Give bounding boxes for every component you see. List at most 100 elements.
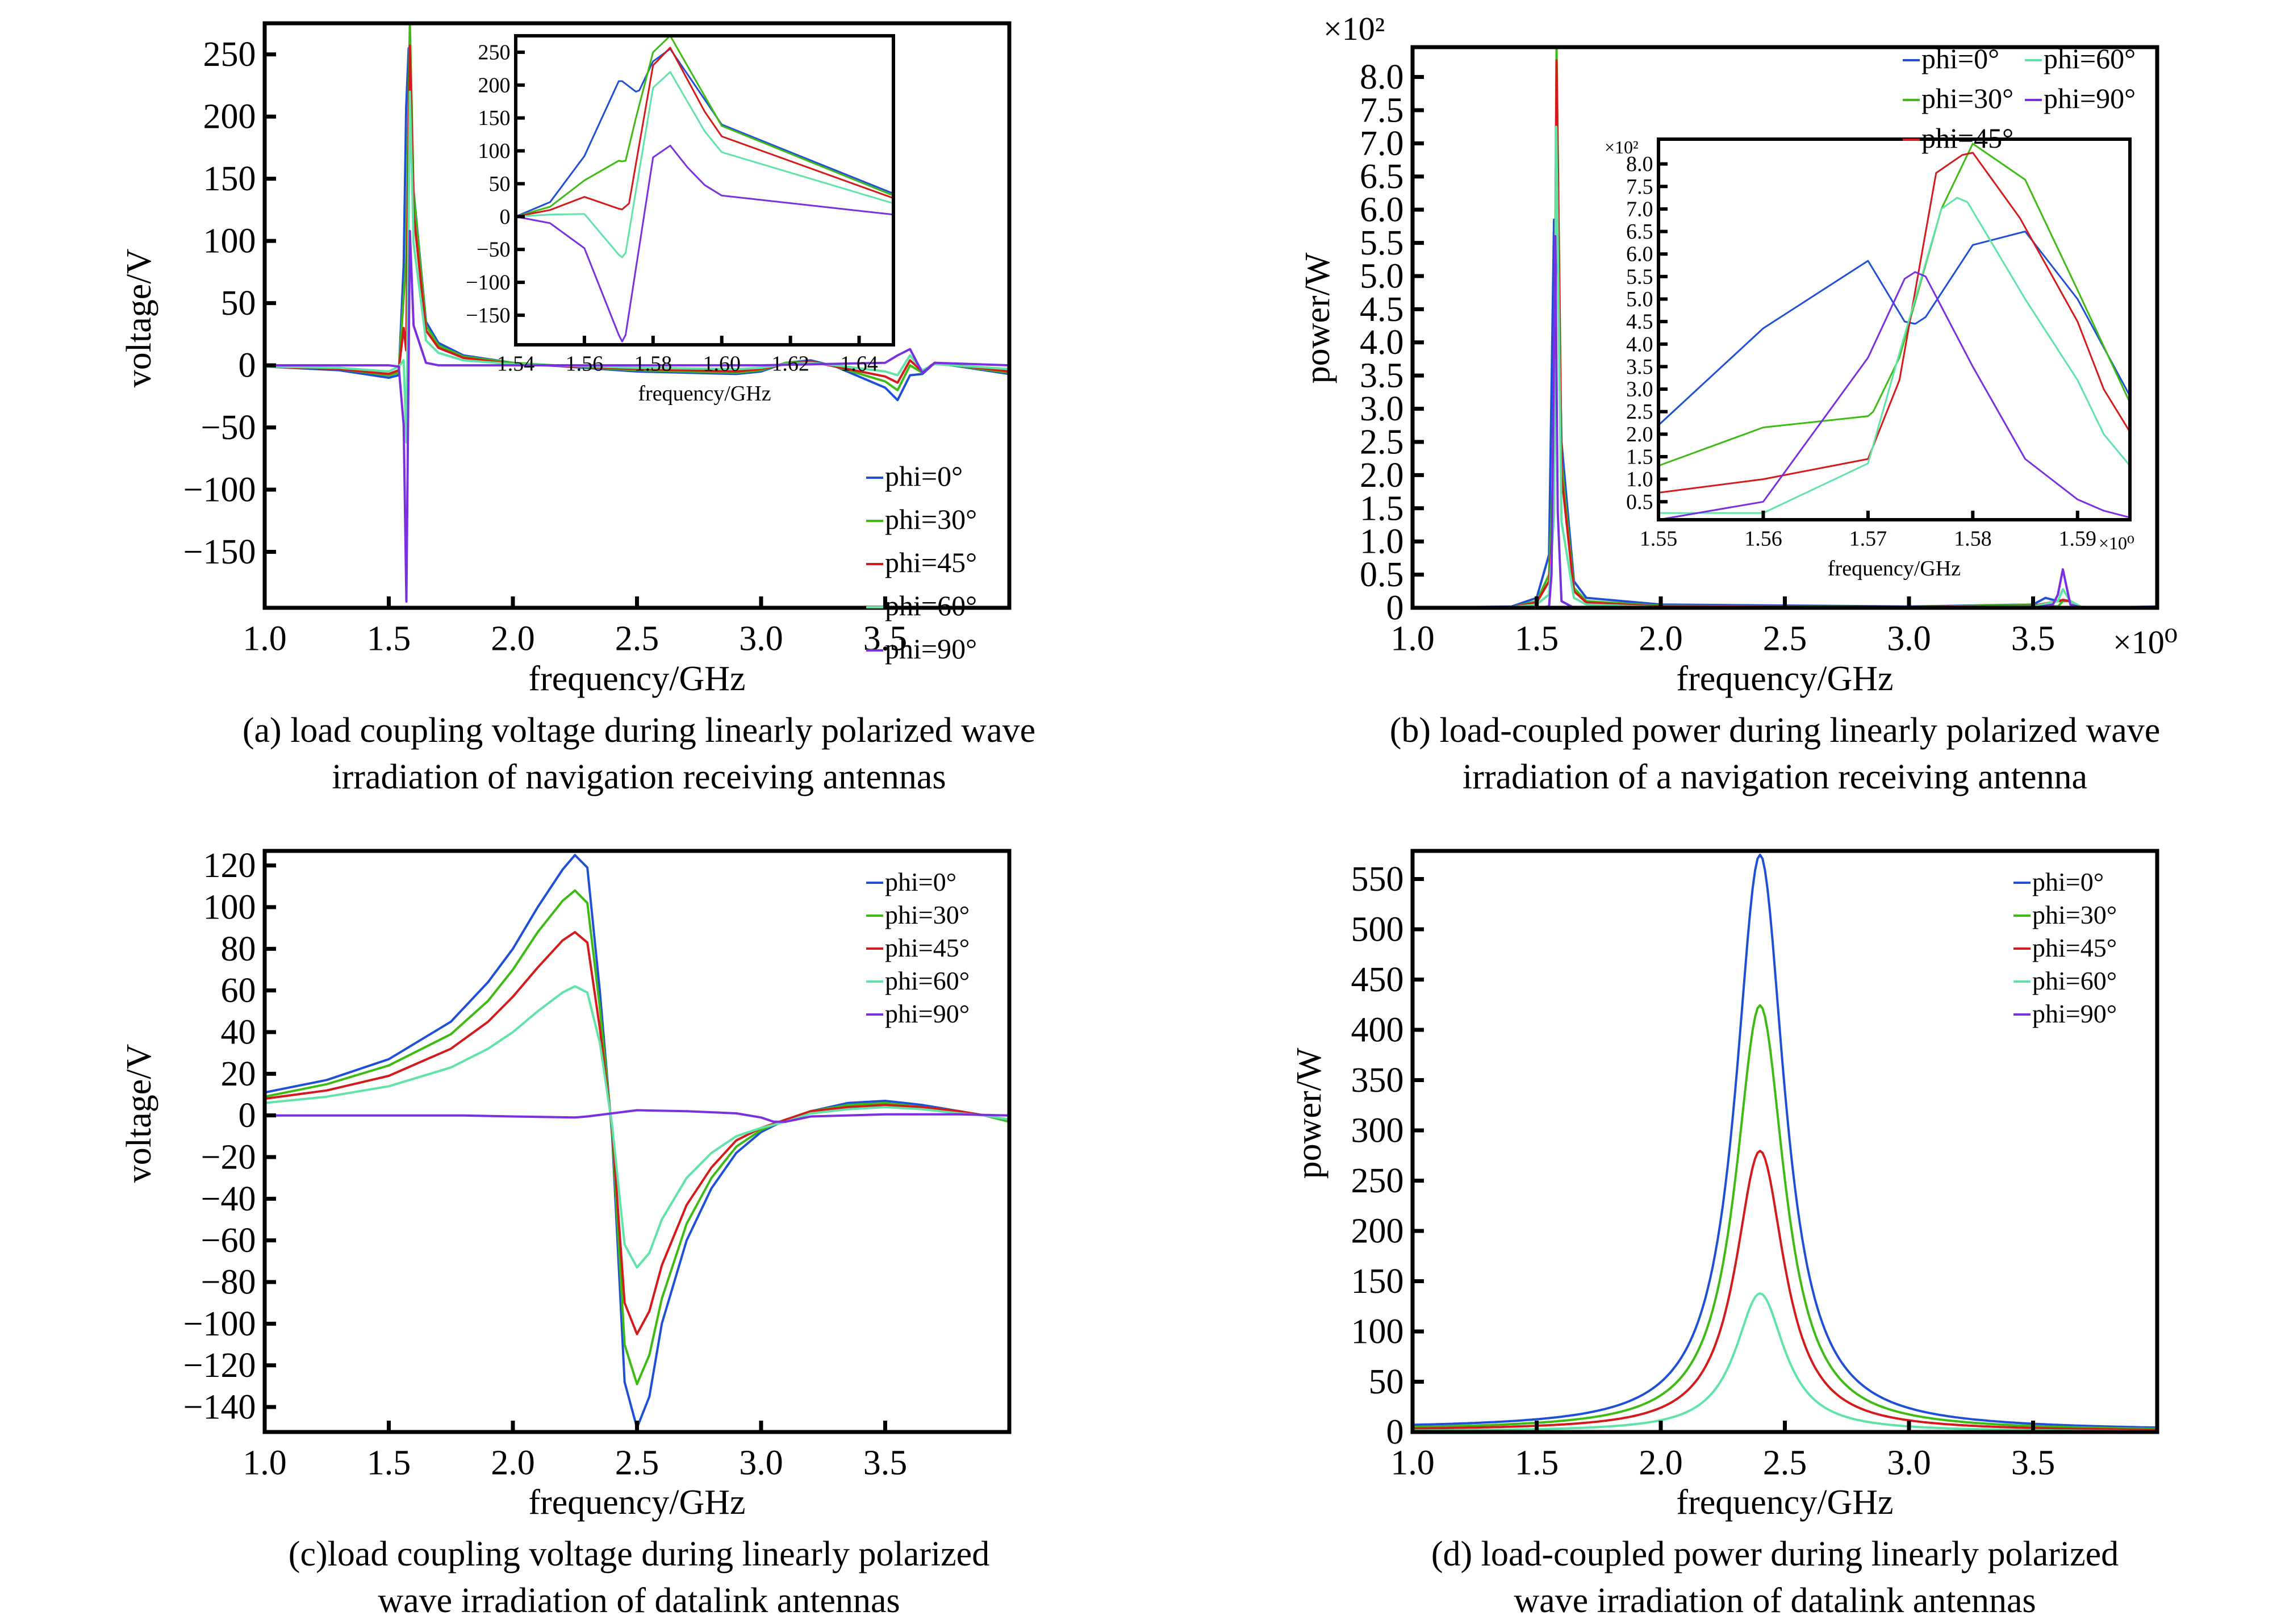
chart-c: 1.0 1.5 2.0 2.5 3.0 3.5 −140−120−100 −80−60−40 −… [120,846,1012,1522]
inset-frame [514,34,895,346]
y-tick-label: 150 [1351,1262,1404,1301]
y-tick-label: 150 [478,106,511,130]
legend-label: phi=60° [885,590,977,621]
legend: phi=0° phi=30° phi=45° phi=60° phi=90° [866,460,977,665]
series-group [1413,47,2157,608]
legend: phi=0° phi=30° phi=45° phi=60° phi=90° [2013,867,2117,1028]
series-group [265,23,1009,603]
caption-d: (d) load-coupled power during linearly p… [1250,1531,2281,1624]
series-line-phi60 [1413,1292,2157,1432]
y-tick-label: 1.0 [1626,467,1653,491]
y-tick-label: 200 [478,73,511,97]
y-tick-label: −50 [201,408,256,447]
inset-x-axis-label: frequency/GHz [1828,557,1961,581]
chart-a: 1.0 1.5 2.0 2.5 3.0 3.5 −150 −100 −50 0 50 100 150 20… [120,21,1012,698]
y-tick-label: −100 [183,470,256,509]
y-tick-label: 3.0 [1626,378,1653,402]
y-axis-label: voltage/V [120,1044,158,1183]
x-tick-label: 2.5 [1763,1443,1807,1482]
legend-item: phi=45° [866,546,977,578]
y-tick-label: 300 [1351,1111,1404,1150]
series-line-phi0 [516,48,893,218]
y-tick-label: −60 [201,1221,256,1260]
series-line-phi45 [1413,1150,2157,1431]
legend-item: phi=0° [866,460,963,492]
y-tick-label: 50 [489,172,511,196]
y-tick-label: 7.0 [1360,124,1404,163]
y-tick-label: 4.5 [1626,310,1653,334]
legend-label: phi=45° [1921,122,2013,154]
x-tick-label: 1.5 [1515,619,1559,658]
series-line-phi45 [265,931,1009,1335]
x-tick-label: 3.0 [739,619,783,658]
y-tick-label: 7.0 [1626,197,1653,221]
y-tick-label: 500 [1351,911,1404,949]
y-tick-label: 200 [1351,1212,1404,1250]
x-tick-label: 3.5 [2011,619,2056,658]
legend-label: phi=0° [885,460,963,492]
legend-label: phi=45° [885,546,977,578]
legend-label: phi=45° [885,933,970,962]
y-tick-label: 2.5 [1360,423,1404,461]
x-tick-label: 1.62 [771,352,809,376]
y-tick-label: 100 [203,222,256,261]
y-tick-label: 1.5 [1626,445,1653,469]
y-tick-label: 0.5 [1626,490,1653,514]
legend-item: phi=90° [2013,999,2117,1028]
inset-background [1658,139,2130,520]
legend-label: phi=0° [1921,43,1999,74]
y-tick-label: −80 [201,1263,256,1301]
x-axis-label: frequency/GHz [528,1483,745,1522]
y-tick-label: 1.5 [1360,489,1404,528]
y-tick-label: 4.0 [1360,323,1404,362]
y-tick-label: 450 [1351,961,1404,999]
legend-item: phi=45° [866,933,970,962]
y-tick-label: −50 [477,238,510,262]
y-tick-label: 150 [203,160,256,198]
series-line-phi30 [1413,1004,2157,1430]
y-tick-label: 3.5 [1360,357,1404,395]
y-tick-label: −150 [183,533,256,571]
y-tick-label: 1.0 [1360,523,1404,561]
x-tick-label: 2.5 [1763,619,1807,658]
x-tick-label: 3.5 [863,619,908,658]
x-tick-label: 1.58 [634,352,672,376]
y-tick-label: 350 [1351,1061,1404,1100]
y-tick-label: 5.0 [1360,257,1404,295]
legend: phi=0° phi=30° phi=45° phi=60° phi=90° [866,867,970,1028]
y-tick-label: 20 [221,1055,256,1093]
series-line-phi60 [516,71,893,258]
legend-label: phi=0° [2032,867,2104,896]
y-tick-label: 7.5 [1626,175,1653,199]
inset-chart-a: 1.54 1.56 1.58 1.60 1.62 1.64 −150 −100 −50 0 50 10… [466,34,895,406]
caption-a-line1: (a) load coupling voltage during linearl… [242,711,1036,750]
x-tick-label: 2.5 [615,1443,659,1482]
y-tick-label: −150 [466,303,510,327]
y-tick-label: 0 [1386,588,1404,627]
legend-item: phi=45° [2013,933,2117,962]
x-tick-label: 3.0 [1887,1443,1931,1482]
legend-item: phi=45° [1903,122,2013,154]
series-line-phi90 [1658,271,2130,520]
x-tick-label: 3.5 [863,1443,908,1482]
y-tick-label: 0 [500,205,511,229]
legend-label: phi=90° [885,999,970,1028]
y-tick-label: 250 [1351,1162,1404,1200]
legend-item: phi=90° [866,999,970,1028]
legend-label: phi=30° [1921,82,2013,114]
x-axis-label: frequency/GHz [1676,1483,1893,1522]
legend-label: phi=60° [2032,966,2117,995]
legend-item: phi=30° [866,900,970,929]
legend: phi=0° phi=30° phi=45° phi=60° phi=90° [1903,43,2136,154]
y-tick-label: 8.0 [1626,152,1653,176]
y-tick-label: 2.5 [1626,400,1653,424]
y-tick-label: 0.5 [1360,556,1404,594]
legend-label: phi=60° [885,966,970,995]
legend-item: phi=60° [2013,966,2117,995]
y-tick-label: 6.0 [1360,191,1404,229]
x-tick-label: 1.0 [243,619,287,658]
y-tick-label: 5.0 [1626,287,1653,311]
x-tick-label: 1.5 [367,619,411,658]
y-tick-label: 0 [239,346,256,385]
legend-label: phi=30° [2032,900,2117,929]
